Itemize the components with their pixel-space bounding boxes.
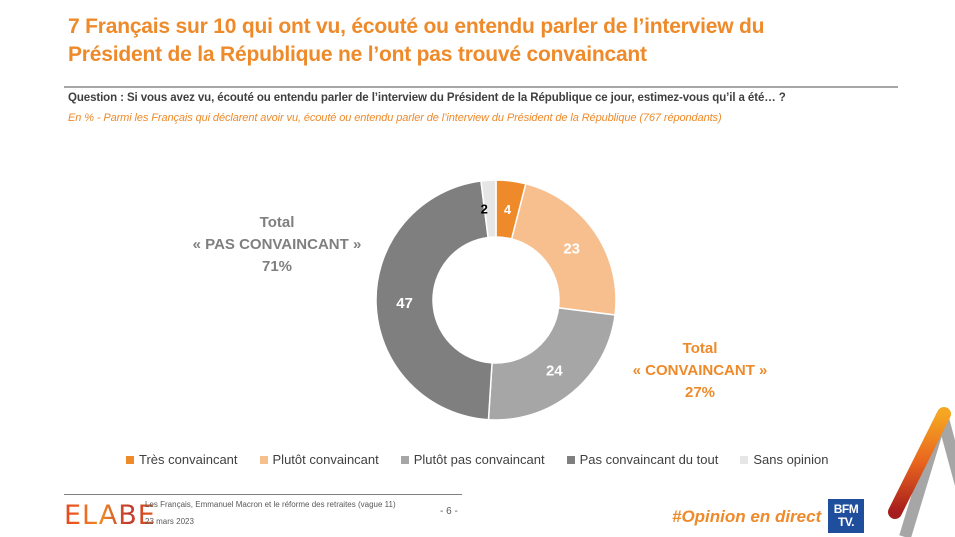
decorative-a-shape (888, 407, 955, 537)
data-label: 24 (546, 363, 563, 380)
total-convincing: Total « CONVAINCANT » 27% (600, 338, 800, 404)
slice-pas-convaincant-du-tout (375, 180, 493, 421)
legend-item-sans-opinion: Sans opinion (740, 452, 829, 467)
study-title: Les Français, Emmanuel Macron et le réfo… (145, 500, 396, 509)
legend-item-pas-convaincant-du-tout: Pas convaincant du tout (566, 452, 719, 467)
legend-label: Plutôt pas convaincant (413, 452, 545, 467)
data-label: 47 (396, 295, 413, 312)
page-number: - 6 - (440, 506, 458, 517)
legend-swatch (400, 455, 409, 464)
title-line-1: 7 Français sur 10 qui ont vu, écouté ou … (68, 15, 765, 38)
title-line-2: Président de la République ne l’ont pas … (68, 43, 647, 66)
question-text: Question : Si vous avez vu, écouté ou en… (68, 92, 786, 104)
bfmtv-logo: BFM TV. (828, 499, 864, 533)
deco-gray-stroke (936, 413, 955, 487)
legend-swatch (126, 455, 134, 464)
legend-swatch (740, 455, 749, 464)
study-date: 23 mars 2023 (145, 517, 194, 526)
legend-item-tres-convaincant: Très convaincant (126, 452, 238, 467)
slice-sans-opinion (480, 179, 497, 239)
slice-plutot-pas-convaincant (487, 307, 616, 421)
legend-swatch (259, 455, 268, 464)
bfmtv-logo-line1: BFM (833, 502, 859, 516)
total-neg-category: « PAS CONVAINCANT » (192, 236, 362, 253)
total-pos-label: Total (682, 340, 718, 357)
hashtag: #Opinion en direct (672, 507, 822, 526)
legend-label: Plutôt convaincant (272, 452, 379, 467)
slice-plutot-convaincant (510, 182, 617, 316)
total-pos-category: « CONVAINCANT » (632, 362, 768, 379)
total-neg-value: 71% (261, 258, 293, 275)
deco-orange-stroke (888, 407, 951, 519)
chart-legend: Très convaincant Plutôt convaincant Plut… (126, 452, 829, 467)
legend-label: Très convaincant (139, 452, 238, 467)
slide-title: 7 Français sur 10 qui ont vu, écouté ou … (68, 13, 888, 69)
legend-item-plutot-convaincant: Plutôt convaincant (259, 452, 379, 467)
data-label: 23 (563, 241, 580, 258)
data-label: 2 (481, 202, 488, 217)
header-divider (64, 86, 898, 88)
data-label: 4 (504, 202, 512, 217)
legend-label: Sans opinion (753, 452, 829, 467)
base-note: En % - Parmi les Français qui déclarent … (68, 112, 722, 124)
footer-divider (64, 494, 462, 495)
legend-label: Pas convaincant du tout (579, 452, 719, 467)
bfmtv-logo-line2: TV. (837, 515, 855, 529)
total-neg-label: Total (259, 214, 295, 231)
elabe-logo: ELABE (64, 500, 156, 531)
total-pos-value: 27% (684, 384, 716, 401)
legend-item-plutot-pas-convaincant: Plutôt pas convaincant (400, 452, 545, 467)
total-not-convincing: Total « PAS CONVAINCANT » 71% (172, 212, 382, 278)
legend-swatch (566, 455, 575, 464)
